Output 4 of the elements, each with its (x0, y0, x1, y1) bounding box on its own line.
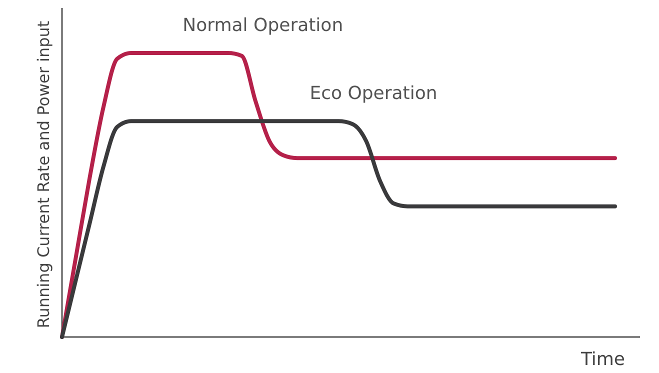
series-label: Eco Operation (310, 83, 438, 104)
y-axis-title: Running Current Rate and Power input (34, 20, 53, 328)
series-label: Normal Operation (182, 15, 344, 36)
x-axis-title: Time (580, 349, 625, 370)
